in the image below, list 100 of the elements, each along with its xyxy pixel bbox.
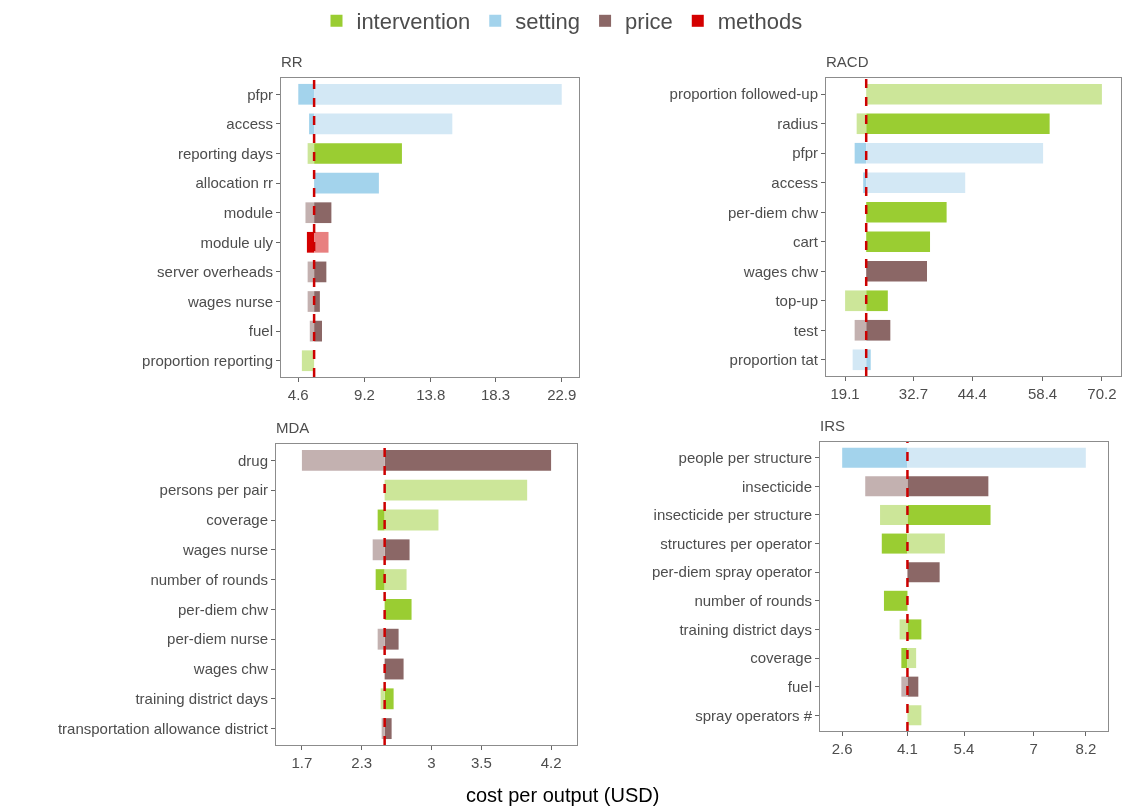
bar [384,479,528,501]
x-tick-label: 7 [1029,740,1038,757]
bar [384,569,407,591]
bar [866,142,1044,164]
y-tick-label: per-diem chw [177,600,269,618]
bar [298,83,315,105]
bar [384,598,412,620]
y-tick-label: radius [777,114,818,132]
bar [305,202,315,224]
bar [866,201,947,223]
legend-label: setting [515,9,581,35]
x-tick-label: 19.1 [830,385,860,402]
legend-label: intervention [356,9,471,35]
bar [866,172,966,194]
bar [866,290,888,312]
bar [881,533,908,554]
bar [314,143,402,164]
y-tick-label: per-diem spray operator [651,563,812,581]
y-tick-label: wages chw [192,660,269,678]
bar [866,260,928,282]
bar [301,350,315,372]
chart-title: IRS [820,417,846,434]
y-tick-label: test [793,321,819,339]
bar [907,619,922,640]
chart-title: RACD [826,53,869,70]
y-tick-label: top-up [775,292,818,310]
bar [883,590,908,611]
x-tick-label: 4.6 [287,386,309,403]
bar [866,83,1102,105]
y-tick-label: drug [237,451,268,469]
y-tick-label: people per structure [678,448,812,466]
bar [880,504,908,525]
y-tick-label: wages chw [742,262,819,280]
bar [866,319,891,341]
bar [314,320,323,342]
bar [854,142,867,164]
y-tick-label: access [771,173,818,191]
y-tick-label: access [226,115,273,133]
y-tick-label: pfpr [792,144,818,162]
bar [314,172,379,194]
bar [907,476,989,497]
bar [314,231,329,253]
y-tick-label: number of rounds [694,592,812,610]
bar [907,504,991,525]
y-tick-label: fuel [787,677,812,695]
x-tick-label: 13.8 [416,386,446,403]
legend-label: methods [717,9,803,35]
y-tick-label: coverage [750,649,812,667]
x-tick-label: 8.2 [1075,740,1097,757]
bar [866,231,931,253]
y-tick-label: structures per operator [660,534,812,552]
y-tick-label: insecticide [741,477,812,495]
x-tick-label: 22.9 [547,386,577,403]
x-axis-title: cost per output (USD) [466,784,660,806]
x-tick-label: 32.7 [898,385,929,402]
y-tick-label: coverage [206,511,268,529]
bar [384,718,392,740]
bar [384,688,394,710]
y-tick-label: wages nurse [181,541,268,559]
bar [384,509,439,531]
y-tick-label: reporting days [177,144,273,162]
bar [866,113,1050,135]
x-tick-label: 4.2 [540,754,562,771]
y-tick-label: module [223,203,273,221]
y-tick-label: training district days [135,690,268,708]
bar [375,569,385,591]
y-tick-label: cart [792,233,819,250]
bar [384,539,410,561]
y-tick-label: insecticide per structure [653,506,812,524]
bar [372,539,385,561]
bar [314,261,327,283]
x-tick-label: 9.2 [354,386,375,403]
y-tick-label: per-diem chw [727,203,819,221]
x-tick-label: 1.7 [291,754,313,771]
bar [301,449,385,471]
legend-label: price [625,9,673,35]
y-tick-label: proportion followed-up [669,85,818,103]
bar [384,449,552,471]
bar [384,658,404,680]
bar [865,476,908,497]
y-tick-label: training district days [679,620,812,638]
bar [907,562,940,583]
x-tick-label: 18.3 [480,386,511,403]
x-tick-label: 3 [427,754,436,771]
bar [854,319,867,341]
y-tick-label: proportion reporting [142,351,273,369]
y-tick-label: wages nurse [186,292,273,310]
bar [314,291,320,312]
x-tick-label: 2.3 [351,754,373,771]
x-tick-label: 44.4 [957,385,987,402]
y-tick-label: pfpr [247,85,273,103]
bar [314,113,453,135]
x-tick-label: 2.6 [831,740,853,757]
y-tick-label: proportion tat [729,351,819,369]
y-tick-label: per-diem nurse [167,630,268,648]
x-tick-label: 58.4 [1028,385,1058,402]
y-tick-label: persons per pair [159,481,268,499]
bar [907,705,922,726]
y-tick-label: allocation rr [195,174,273,192]
chart-title: MDA [276,419,310,436]
